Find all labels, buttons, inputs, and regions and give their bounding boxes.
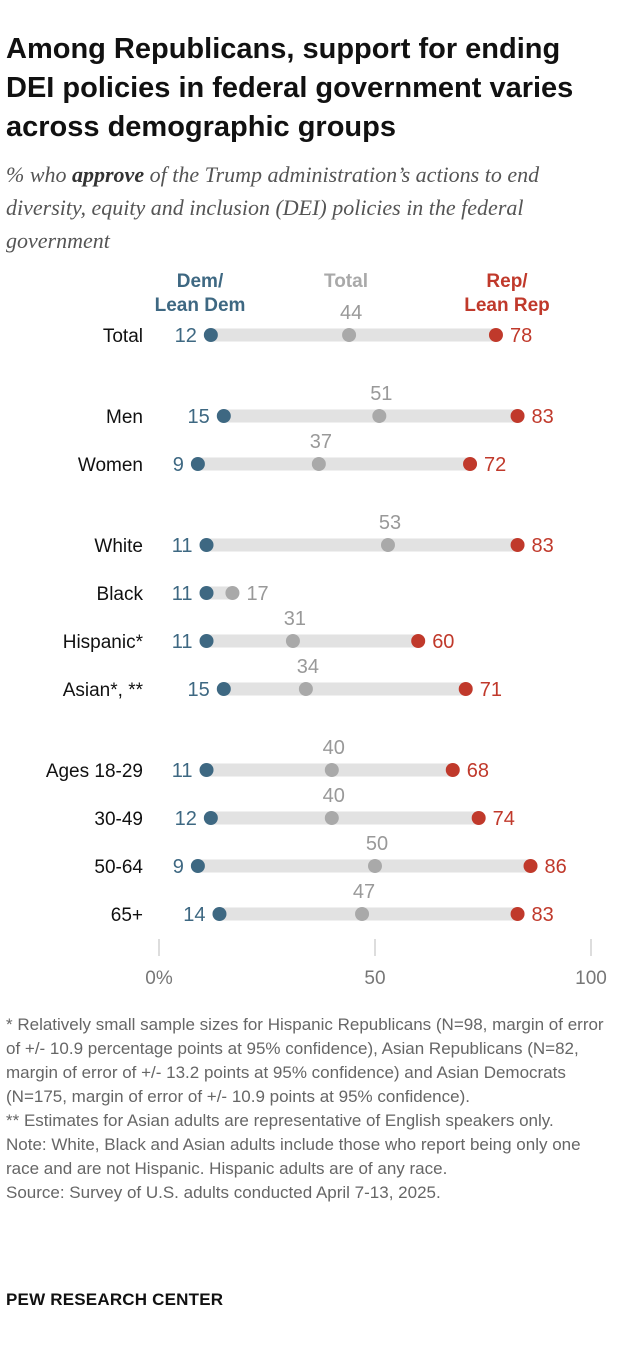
subtitle-prefix: % who: [6, 162, 72, 187]
total-value-label: 31: [284, 608, 306, 630]
total-value-label: 40: [323, 737, 345, 759]
total-dot: [324, 811, 339, 825]
legend-dem-label: Lean Dem: [155, 295, 246, 316]
row-label: Men: [106, 407, 143, 428]
total-dot: [372, 409, 387, 423]
dem-value-label: 15: [188, 406, 210, 428]
dem-dot: [203, 328, 218, 342]
rep-dot: [510, 409, 525, 423]
dem-dot: [216, 409, 231, 423]
dot-plot-chart: Dem/Lean Dem Total Rep/Lean Rep Total 12 44 78…: [46, 271, 607, 989]
rep-dot: [463, 457, 478, 471]
total-value-label: 44: [340, 302, 362, 324]
total-value-label: 37: [310, 431, 332, 453]
total-value-label: 51: [370, 383, 392, 405]
total-value-label: 50: [366, 833, 388, 855]
row-label: Asian*, **: [63, 680, 144, 701]
dem-dot: [199, 763, 214, 777]
total-dot: [342, 328, 357, 342]
dem-dot: [203, 811, 218, 825]
row-label: Total: [103, 326, 143, 347]
row-label: 50-64: [94, 857, 143, 878]
rep-value-label: 78: [510, 325, 532, 347]
rep-dot: [510, 538, 525, 552]
rep-dot: [510, 907, 525, 921]
rep-dot: [411, 634, 426, 648]
rep-dot: [488, 328, 503, 342]
subtitle-suffix: of the Trump administration’s actions to…: [6, 162, 540, 253]
pew-logo-text: PEW RESEARCH CENTER: [6, 1290, 224, 1309]
dem-value-label: 12: [175, 808, 197, 830]
dem-dot: [190, 457, 205, 471]
total-value-label: 47: [353, 881, 375, 903]
dem-dot: [199, 634, 214, 648]
footnote-sample-size: * Relatively small sample sizes for Hisp…: [6, 1015, 604, 1106]
source-note: Source: Survey of U.S. adults conducted …: [6, 1183, 441, 1202]
row-label: Ages 18-29: [46, 761, 143, 782]
total-dot: [368, 859, 382, 873]
total-dot: [380, 538, 395, 552]
dem-dot: [190, 859, 205, 873]
footnote-asian-estimates: ** Estimates for Asian adults are repres…: [6, 1111, 554, 1130]
dem-dot: [212, 907, 227, 921]
total-dot: [298, 682, 313, 696]
row-label: 65+: [111, 905, 143, 926]
rep-value-label: 72: [484, 454, 506, 476]
dem-value-label: 11: [172, 583, 193, 605]
rep-value-label: 83: [532, 535, 554, 557]
dem-value-label: 14: [183, 904, 205, 926]
rep-value-label: 83: [532, 904, 554, 926]
rep-value-label: 68: [467, 760, 489, 782]
row-label: Hispanic*: [63, 632, 144, 653]
dem-value-label: 12: [175, 325, 197, 347]
x-axis-tick-label: 0%: [145, 968, 173, 989]
dem-value-label: 11: [172, 760, 193, 782]
total-dot: [311, 457, 326, 471]
rep-value-label: 71: [480, 679, 502, 701]
legend-rep-label: Lean Rep: [464, 295, 550, 316]
x-axis-tick-label: 50: [364, 968, 385, 989]
subtitle-emphasis: approve: [72, 162, 145, 187]
total-dot: [285, 634, 300, 648]
dem-value-label: 9: [173, 454, 184, 476]
chart-title: Among Republicans, support for ending DE…: [6, 33, 574, 143]
rep-dot: [523, 859, 538, 873]
row-label: White: [94, 536, 143, 557]
dem-value-label: 9: [173, 856, 184, 878]
note-race-definitions: Note: White, Black and Asian adults incl…: [6, 1135, 581, 1178]
total-value-label: 34: [297, 656, 319, 678]
total-value-label: 17: [246, 583, 268, 605]
dem-dot: [199, 538, 214, 552]
legend-dem-label: Dem/: [177, 271, 224, 292]
chart-notes: * Relatively small sample sizes for Hisp…: [6, 1013, 614, 1205]
total-value-label: 40: [323, 785, 345, 807]
rep-dot: [445, 763, 460, 777]
total-value-label: 53: [379, 512, 401, 534]
row-label: Black: [97, 584, 144, 605]
dem-dot: [199, 586, 214, 600]
rep-value-label: 86: [545, 856, 567, 878]
rep-dot: [471, 811, 486, 825]
chart-subtitle: % who approve of the Trump administratio…: [6, 158, 611, 257]
legend-rep-label: Rep/: [486, 271, 528, 292]
total-dot: [324, 763, 339, 777]
total-dot: [355, 907, 370, 921]
x-axis-tick-label: 100: [575, 968, 607, 989]
row-label: 30-49: [94, 809, 143, 830]
dem-value-label: 15: [188, 679, 210, 701]
dem-value-label: 11: [172, 631, 193, 653]
row-label: Women: [78, 455, 143, 476]
total-dot: [225, 586, 240, 600]
legend-total-label: Total: [324, 271, 368, 292]
rep-value-label: 74: [493, 808, 515, 830]
rep-value-label: 83: [532, 406, 554, 428]
dem-dot: [216, 682, 231, 696]
rep-value-label: 60: [432, 631, 454, 653]
rep-dot: [458, 682, 473, 696]
dem-value-label: 11: [172, 535, 193, 557]
